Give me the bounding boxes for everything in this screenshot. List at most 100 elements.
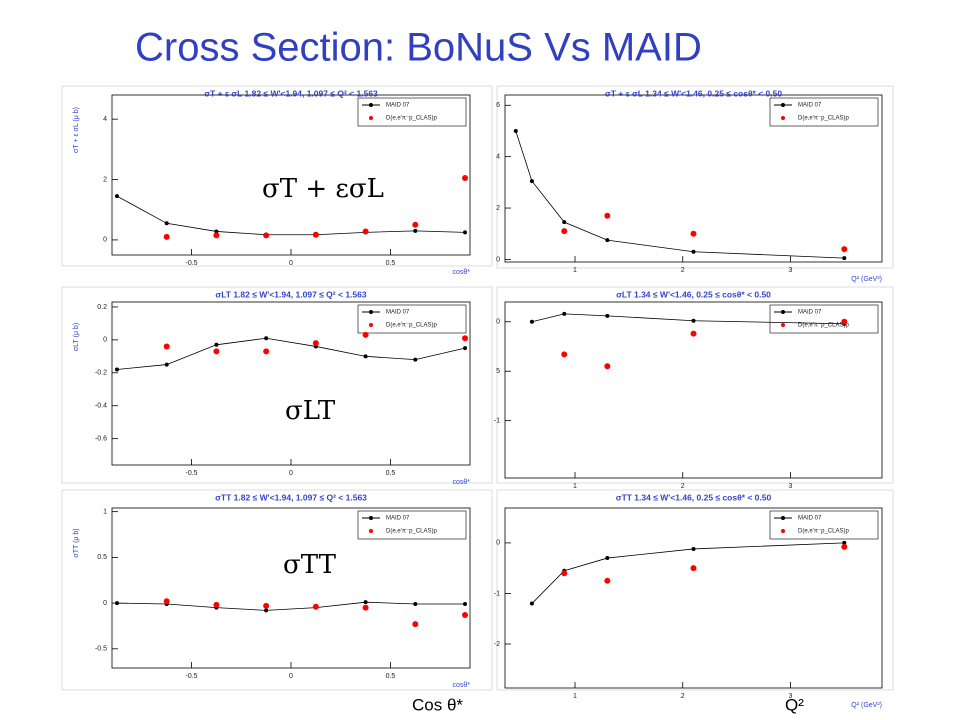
x-tick-label: 3 [788,483,792,490]
curve [116,195,466,236]
y-tick-label: -0.6 [95,436,107,443]
point [561,228,568,235]
point [463,602,468,606]
point [691,249,696,254]
legend [769,97,879,127]
point [412,621,419,628]
y-tick-label: 6 [496,102,500,109]
point [529,179,534,184]
point [213,232,220,239]
x-tick-label: 1 [573,483,577,490]
point [263,232,270,239]
x-tick-label: 2 [681,483,685,490]
slide-title: Cross Section: BoNuS Vs MAID [135,26,702,70]
legend-marker [781,529,785,533]
point [604,577,611,584]
y-tick-label: 0 [103,600,107,607]
charts: σT + ε σL 1.82 ≤ W'<1.94, 1.097 ≤ Q² < 1… [61,85,894,709]
y-axis-label: σLT (μ b) [73,323,80,351]
point [214,229,219,234]
panel-title: σT + ε σL 1.82 ≤ W'<1.94, 1.097 ≤ Q² < 1… [204,88,378,98]
point [842,540,847,545]
point [164,221,169,226]
x-tick-label: 0.5 [386,260,396,267]
legend-label: D(e,e'π⁻p_CLAS)p [386,116,437,122]
y-tick-label: 2 [496,205,500,212]
y-tick-label: 0 [103,237,107,244]
point [213,601,220,608]
y-tick-label: 0.2 [97,304,107,311]
x-tick-label: 1 [573,267,577,274]
point [362,331,369,338]
x-axis-label: cosθ* [452,269,470,276]
point [690,330,697,337]
point [114,194,119,199]
point [412,221,419,228]
x-tick-label: 2 [681,267,685,274]
point [363,600,368,605]
y-tick-label: -1 [494,417,500,424]
point [312,603,319,610]
point [605,556,610,561]
point [114,601,119,606]
point [529,319,534,324]
legend-label: MAID 07 [386,310,410,316]
legend-marker [781,103,785,107]
plot-frame [504,94,883,263]
x-tick-label: 0 [289,260,293,267]
x-tick-label: 0.5 [386,470,396,477]
legend-marker [369,516,373,520]
x-tick-label: 0 [289,673,293,680]
x-tick-label: 3 [788,693,792,700]
point [562,311,567,316]
legend-label: D(e,e'π⁻p_CLAS)p [798,323,849,329]
legend [357,97,467,127]
y-tick-label: 2 [103,176,107,183]
x-tick-label: 2 [681,693,685,700]
curve [515,130,845,259]
x-axis-label: cosθ* [452,682,470,689]
legend-marker [781,310,785,314]
point [214,342,219,347]
point [213,348,220,355]
y-tick-label: 1 [103,509,107,516]
legend-label: MAID 07 [798,516,822,522]
point [842,256,847,261]
point [312,340,319,347]
point [413,228,418,233]
point [413,602,418,606]
y-tick-label: -1 [494,590,500,597]
point [263,602,270,609]
legend [357,304,467,334]
point [841,543,848,550]
annotation: σTT [283,550,337,580]
legend-label: MAID 07 [386,516,410,522]
y-axis-label: σT + ε σL (μ b) [73,107,80,153]
y-tick-label: 4 [103,116,107,123]
annotation: σLT [285,396,336,426]
y-tick-label: -0.4 [95,403,107,410]
legend-label: MAID 07 [798,103,822,109]
point [263,348,270,355]
y-tick-label: 0 [496,256,500,263]
point [462,611,469,618]
legend-marker [369,323,373,327]
point [462,175,469,182]
legend-marker [781,116,785,120]
point [562,220,567,225]
y-tick-label: -0.5 [95,646,107,653]
x-tick-label: 0.5 [386,673,396,680]
y-tick-label: 0 [103,337,107,344]
point [463,346,468,351]
y-tick-label: 5 [496,368,500,375]
point [604,363,611,370]
legend-marker [781,516,785,520]
legend-label: MAID 07 [386,103,410,109]
point [163,343,170,350]
point [605,313,610,318]
y-tick-label: -2 [494,641,500,648]
point [114,367,119,372]
x-axis-label: cosθ* [452,479,470,486]
point [513,128,518,133]
legend-label: D(e,e'π⁻p_CLAS)p [798,116,849,122]
